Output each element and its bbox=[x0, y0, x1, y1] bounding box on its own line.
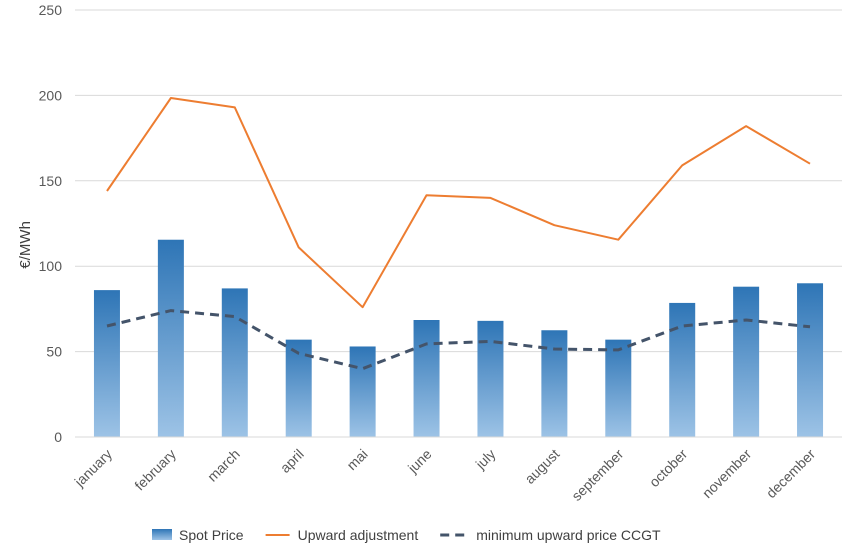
bar-january bbox=[93, 290, 120, 437]
legend: Spot Price Upward adjustment minimum upwar… bbox=[152, 527, 661, 543]
legend-item: Spot Price bbox=[152, 527, 244, 543]
y-tick-label: 250 bbox=[39, 2, 63, 18]
bar-october bbox=[669, 302, 696, 437]
bar-mai bbox=[349, 346, 376, 437]
upward-adjustment-line bbox=[106, 97, 811, 309]
bar-july bbox=[477, 320, 504, 437]
bar-august bbox=[541, 330, 568, 437]
series-lines bbox=[106, 97, 811, 371]
legend-swatch bbox=[152, 529, 172, 540]
x-tick-label: september bbox=[568, 446, 626, 504]
y-tick-label: 200 bbox=[39, 87, 63, 103]
bar-february bbox=[157, 239, 184, 437]
x-tick-label: mai bbox=[343, 446, 370, 473]
legend-label: Upward adjustment bbox=[298, 527, 419, 543]
bar-november bbox=[733, 286, 760, 437]
x-tick-label: december bbox=[763, 446, 819, 502]
x-tick-label: january bbox=[71, 446, 115, 490]
legend-label: minimum upward price CCGT bbox=[476, 527, 661, 543]
spot-price-bars bbox=[93, 239, 824, 437]
x-tick-label: july bbox=[472, 446, 499, 473]
x-tick-label: october bbox=[646, 446, 691, 491]
y-tick-label: 150 bbox=[39, 173, 63, 189]
y-tick-label: 0 bbox=[54, 429, 62, 445]
x-tick-label: february bbox=[131, 446, 179, 494]
bar-march bbox=[221, 288, 248, 437]
legend-item: Upward adjustment bbox=[265, 527, 419, 543]
x-tick-label: august bbox=[521, 446, 562, 487]
bar-june bbox=[413, 320, 440, 437]
bar-december bbox=[797, 283, 824, 437]
legend-label: Spot Price bbox=[179, 527, 244, 543]
x-tick-label: april bbox=[277, 446, 307, 476]
ccgt-min-price-line bbox=[106, 309, 811, 371]
gridlines bbox=[75, 9, 842, 353]
y-axis-label: €/MWh bbox=[17, 221, 34, 269]
x-tick-label: march bbox=[204, 446, 243, 485]
bar-september bbox=[605, 339, 632, 437]
x-tick-label: june bbox=[404, 446, 435, 477]
y-tick-label: 50 bbox=[46, 344, 62, 360]
y-tick-label: 100 bbox=[39, 258, 63, 274]
x-axis-ticks: january february march april mai june july augu… bbox=[71, 446, 819, 504]
legend-item: minimum upward price CCGT bbox=[440, 527, 661, 543]
x-tick-label: november bbox=[699, 446, 755, 502]
y-axis-ticks: 0 50 100 150 200 250 bbox=[39, 2, 63, 445]
